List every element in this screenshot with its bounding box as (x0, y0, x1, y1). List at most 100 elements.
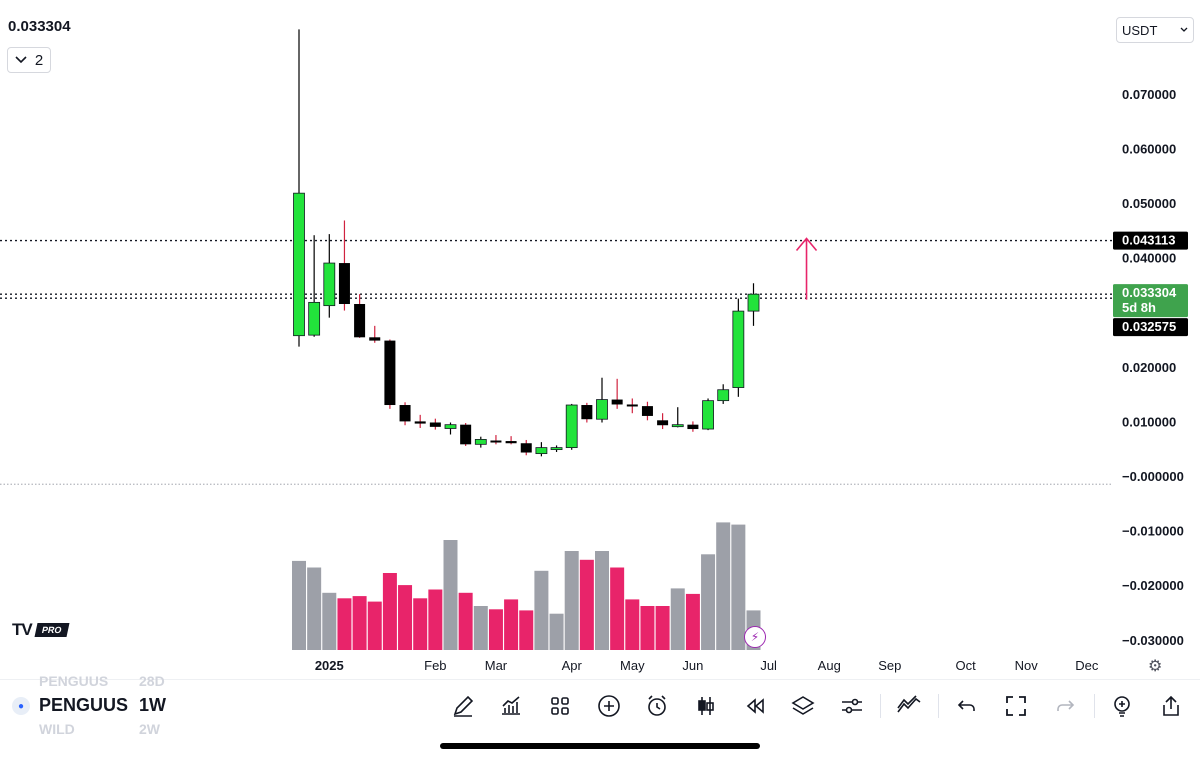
draw-button[interactable] (449, 692, 477, 720)
symbol-selector[interactable]: PENGUUS 28D ● PENGUUS 1W WILD 2W (12, 673, 212, 737)
replay-button[interactable] (741, 692, 769, 720)
candle-body (323, 262, 336, 307)
candle-body (414, 421, 426, 424)
candle-body (702, 400, 714, 430)
candle-body (626, 404, 638, 407)
collapse-indicators-button[interactable]: 2 (7, 47, 51, 73)
volume-bar (716, 522, 731, 650)
candle-body (429, 422, 441, 427)
chevron-down-icon (1180, 27, 1188, 32)
ideas-icon (1114, 696, 1130, 717)
volume-bar (307, 567, 322, 650)
price-axis-tick: 0.050000 (1122, 196, 1176, 211)
volume-bar (534, 570, 549, 650)
candle-body (641, 406, 653, 416)
price-axis-tick: −0.000000 (1122, 469, 1184, 484)
draw-icon (453, 695, 474, 717)
candle-body (732, 310, 745, 388)
volume-bar (519, 610, 534, 650)
layout-grid-icon (551, 697, 569, 715)
add-icon (598, 695, 620, 717)
alert-button[interactable] (643, 692, 671, 720)
undo-button[interactable] (953, 692, 981, 720)
fullscreen-button[interactable] (1002, 692, 1030, 720)
ideas-button[interactable] (1108, 692, 1136, 720)
candle-body (354, 304, 366, 338)
volume-bar (504, 599, 519, 650)
tradingview-logo: TV PRO (12, 620, 69, 640)
price-axis-tick: 0.020000 (1122, 360, 1176, 375)
interval-label[interactable]: 1W (139, 695, 166, 715)
settings-sliders-icon (842, 698, 862, 714)
volume-bar (488, 609, 503, 650)
fullscreen-icon (1006, 696, 1026, 716)
arrow-head (795, 237, 818, 252)
candle-body (550, 447, 563, 451)
pro-badge: PRO (34, 623, 69, 637)
toolbar-divider (938, 694, 939, 718)
time-axis-label: 2025 (315, 658, 344, 673)
volume-bar (625, 599, 640, 650)
horizontal-lines (0, 239, 1112, 485)
time-axis-label: May (620, 658, 645, 673)
time-axis-label: Jun (682, 658, 703, 673)
gear-icon[interactable]: ⚙ (1148, 658, 1163, 675)
volume-bar (337, 598, 352, 650)
volume-bar (579, 559, 594, 650)
home-indicator[interactable] (440, 743, 760, 749)
redo-icon (1057, 700, 1075, 711)
volume-bar (701, 554, 716, 650)
price-axis-tick: −0.010000 (1122, 524, 1184, 539)
candle-body (596, 399, 608, 420)
share-icon (1163, 695, 1179, 716)
volume-bar (670, 588, 685, 650)
undo-icon (957, 700, 975, 711)
volume-bar (398, 585, 413, 650)
volume-bar (352, 596, 367, 650)
time-axis-label: Feb (424, 658, 446, 673)
target-arrow (795, 237, 818, 300)
layers-button[interactable] (789, 692, 817, 720)
redo-button[interactable] (1051, 692, 1079, 720)
lightning-icon[interactable]: ⚡ (744, 626, 766, 648)
logo-mark: TV (12, 620, 33, 639)
symbol-name[interactable]: PENGUUS (39, 695, 129, 715)
toolbar-divider (1094, 694, 1095, 718)
time-axis-label: Mar (485, 658, 508, 673)
chevron-down-icon (15, 56, 27, 64)
compare-button[interactable] (895, 692, 923, 720)
target-price-label-bg (1113, 231, 1188, 250)
time-axis-label: Jul (760, 658, 777, 673)
candle-body (565, 404, 578, 449)
volume-bar (473, 606, 488, 650)
indicators-button[interactable] (497, 692, 525, 720)
layout-button[interactable] (546, 692, 574, 720)
current-price-label: 0.033304 (1122, 285, 1177, 300)
price-axis-tick: −0.020000 (1122, 578, 1184, 593)
ghost-symbol-above: PENGUUS (39, 673, 109, 689)
price-chart[interactable]: 0.070000 0.060000 0.050000 0.040000 0.020000… (0, 0, 1200, 679)
volume-bar (367, 601, 382, 650)
add-button[interactable] (595, 692, 623, 720)
settings-button[interactable] (838, 692, 866, 720)
price-axis-tick: 0.060000 (1122, 141, 1176, 156)
price-axis-tick: 0.070000 (1122, 87, 1176, 102)
candle-body (399, 405, 411, 422)
ghost-interval-below: 2W (139, 721, 160, 737)
time-axis-label: Nov (1015, 658, 1039, 673)
candle-body (460, 424, 472, 445)
volume-bar (322, 592, 337, 650)
ghost-interval-above: 28D (139, 673, 165, 689)
currency-select[interactable]: USDT (1116, 17, 1194, 43)
share-button[interactable] (1157, 692, 1185, 720)
chart-type-button[interactable] (692, 692, 720, 720)
volume-bar (413, 598, 428, 650)
candle-body (687, 424, 699, 430)
layers-icon (791, 696, 815, 715)
current-price-label: 5d 8h (1122, 300, 1156, 315)
volume-bar (595, 551, 609, 650)
candles-icon (698, 697, 714, 715)
indicator-count: 2 (34, 51, 44, 69)
candle-body (384, 340, 396, 406)
